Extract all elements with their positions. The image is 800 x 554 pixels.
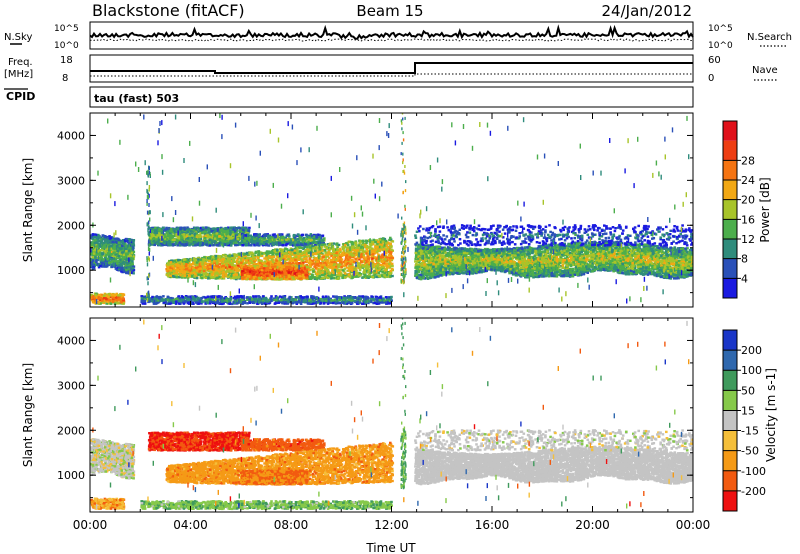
colorbar-segment (723, 199, 737, 220)
velocity-panel: 1000 2000 3000 4000 00:00 04:00 08:00 12:00 16:0… (21, 317, 710, 554)
y-tick-label: 4000 (57, 334, 85, 347)
colorbar-tick-label: -200 (741, 485, 766, 498)
colorbar-segment (723, 160, 737, 180)
noise-sky-trace (89, 24, 694, 40)
power-colorbar-label: Power [dB] (758, 177, 772, 242)
x-tick-label: 00:00 (73, 518, 108, 532)
colorbar-tick-label: 8 (741, 253, 748, 266)
colorbar-tick-label: 4 (741, 272, 748, 285)
colorbar-segment (723, 219, 737, 239)
colorbar-tick-label: 200 (741, 344, 762, 357)
x-tick-label: 08:00 (274, 518, 309, 532)
colorbar-tick-label: 12 (741, 233, 755, 246)
colorbar-segment (723, 330, 737, 351)
frequency-trace (90, 62, 693, 74)
time-xlabel: Time UT (365, 541, 416, 554)
y-tick-label: 1000 (57, 469, 85, 482)
nave-label: Nave (752, 65, 778, 76)
colorbar-tick-label: 100 (741, 364, 762, 377)
nsearch-label: N.Search (747, 32, 792, 43)
colorbar-segment (723, 258, 737, 279)
frequency-panel: Freq. [MHz] 18 8 60 0 Nave (4, 54, 778, 84)
noise-search-trace (90, 38, 694, 42)
noise-tick-top-right: 10^5 (708, 24, 733, 34)
colorbar-segment (723, 410, 737, 431)
colorbar-segment (723, 430, 737, 451)
beam-title: Beam 15 (356, 2, 423, 20)
velocity-colorbar-label: Velocity [m s-1] (764, 368, 778, 462)
x-tick-label: 20:00 (575, 518, 610, 532)
y-tick-label: 4000 (57, 129, 85, 142)
colorbar-tick-label: -15 (741, 425, 759, 438)
noise-tick-bottom-right: 10^0 (708, 41, 733, 51)
velocity-colorbar: -200 -100 -50 -15 15 50 100 200 (722, 329, 766, 512)
colorbar-segment (723, 278, 737, 298)
colorbar-segment (723, 140, 737, 161)
cpid-value: tau (fast) 503 (94, 92, 179, 105)
noise-panel: N.Sky 10^5 10^0 10^5 10^0 N.Search (4, 21, 792, 51)
colorbar-segment (723, 180, 737, 200)
colorbar-segment (723, 490, 737, 511)
velocity-ylabel: Slant Range [km] (21, 363, 35, 467)
x-tick-label: 16:00 (475, 518, 510, 532)
colorbar-tick-label: 15 (741, 404, 755, 417)
colorbar-tick-label: 20 (741, 194, 755, 207)
nsky-label: N.Sky (4, 32, 32, 43)
noise-tick-bottom-left: 10^0 (54, 41, 79, 51)
nave-trace (90, 73, 693, 77)
power-ylabel: Slant Range [km] (21, 158, 35, 262)
colorbar-segment (723, 121, 737, 141)
colorbar-segment (723, 390, 737, 411)
x-tick-label: 04:00 (173, 518, 208, 532)
colorbar-tick-label: 16 (741, 213, 755, 226)
y-tick-label: 3000 (57, 174, 85, 187)
colorbar-tick-label: 24 (741, 174, 755, 187)
station-title: Blackstone (fitACF) (92, 1, 245, 20)
noise-tick-top-left: 10^5 (54, 24, 79, 34)
power-panel: 1000 2000 3000 4000 Slant Range [km] (21, 112, 694, 308)
x-tick-label: 12:00 (374, 518, 409, 532)
freq-tick-bottom: 8 (62, 73, 68, 84)
colorbar-tick-label: -50 (741, 445, 759, 458)
freq-label: Freq. (8, 57, 33, 68)
colorbar-tick-label: 28 (741, 154, 755, 167)
y-tick-label: 1000 (57, 264, 85, 277)
colorbar-segment (723, 239, 737, 259)
colorbar-tick-label: -100 (741, 465, 766, 478)
x-tick-label: 00:00 (676, 518, 711, 532)
y-tick-label: 2000 (57, 219, 85, 232)
colorbar-tick-label: 50 (741, 384, 755, 397)
colorbar-segment (723, 450, 737, 471)
colorbar-segment (723, 370, 737, 391)
colorbar-segment (723, 470, 737, 491)
colorbar-segment (723, 350, 737, 371)
y-tick-label: 3000 (57, 379, 85, 392)
power-colorbar: 4 8 12 16 20 24 28 (722, 120, 755, 299)
freq-tick-top: 18 (60, 55, 73, 66)
freq-unit-label: [MHz] (4, 69, 33, 80)
nave-tick-bottom: 0 (708, 73, 714, 84)
y-tick-label: 2000 (57, 424, 85, 437)
nave-tick-top: 60 (708, 55, 721, 66)
date-title: 24/Jan/2012 (602, 2, 693, 20)
cpid-label: CPID (6, 90, 35, 103)
